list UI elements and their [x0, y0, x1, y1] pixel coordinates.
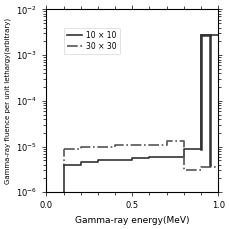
10 × 10 [62, 163, 65, 166]
30 × 30 [165, 143, 168, 146]
30 × 30 [114, 145, 117, 148]
10 × 10 [200, 147, 202, 150]
30 × 30 [62, 147, 65, 150]
30 × 30 [114, 143, 117, 146]
30 × 30 [97, 145, 99, 148]
30 × 30 [97, 145, 99, 148]
10 × 10 [131, 159, 134, 162]
30 × 30 [131, 143, 134, 146]
10 × 10 [183, 147, 185, 150]
10 × 10 [148, 155, 151, 158]
X-axis label: Gamma-ray energy(MeV): Gamma-ray energy(MeV) [75, 216, 190, 225]
Y-axis label: Gamma-ray fluence per unit lethargy(arbitrary): Gamma-ray fluence per unit lethargy(arbi… [4, 18, 11, 184]
Legend: 10 × 10, 30 × 30: 10 × 10, 30 × 30 [64, 28, 120, 54]
30 × 30 [148, 143, 151, 146]
10 × 10 [79, 163, 82, 166]
30 × 30 [79, 147, 82, 150]
30 × 30 [200, 166, 202, 169]
10 × 10 [114, 159, 117, 162]
10 × 10 [97, 161, 99, 164]
10 × 10 [217, 33, 220, 36]
10 × 10 [114, 159, 117, 162]
30 × 30 [131, 143, 134, 146]
30 × 30 [183, 140, 185, 143]
10 × 10 [79, 161, 82, 164]
10 × 10 [183, 155, 185, 158]
10 × 10 [165, 155, 168, 158]
Line: 30 × 30: 30 × 30 [63, 141, 218, 170]
30 × 30 [200, 169, 202, 172]
30 × 30 [183, 169, 185, 172]
Line: 10 × 10: 10 × 10 [63, 35, 218, 165]
10 × 10 [165, 155, 168, 158]
30 × 30 [217, 166, 220, 169]
10 × 10 [200, 33, 202, 36]
30 × 30 [165, 140, 168, 143]
30 × 30 [79, 145, 82, 148]
30 × 30 [148, 143, 151, 146]
10 × 10 [148, 157, 151, 160]
10 × 10 [131, 157, 134, 160]
10 × 10 [97, 159, 99, 162]
